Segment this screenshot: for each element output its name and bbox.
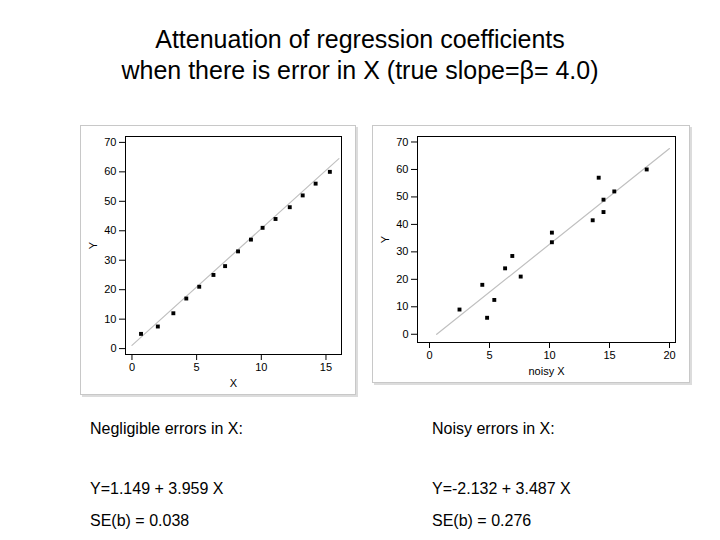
svg-text:70: 70 [104, 136, 116, 148]
svg-text:10: 10 [104, 313, 116, 325]
svg-text:40: 40 [104, 224, 116, 236]
svg-text:15: 15 [603, 349, 615, 361]
svg-text:0: 0 [402, 328, 408, 340]
svg-text:50: 50 [396, 190, 408, 202]
html-text:SE(b) = 0.276: SE(b) = 0.276 [432, 512, 532, 529]
svg-text:30: 30 [396, 245, 408, 257]
html-text:SE(b) = 0.038: SE(b) = 0.038 [90, 512, 190, 529]
svg-text:10: 10 [255, 361, 267, 373]
svg-text:40: 40 [396, 218, 408, 230]
svg-text:10: 10 [543, 349, 555, 361]
svg-text:60: 60 [396, 163, 408, 175]
svg-text:noisy X: noisy X [528, 365, 565, 377]
svg-text:70: 70 [396, 136, 408, 148]
svg-text:15: 15 [320, 361, 332, 373]
svg-text:50: 50 [104, 195, 116, 207]
svg-text:10: 10 [396, 300, 408, 312]
svg-text:X: X [230, 377, 238, 389]
svg-text:20: 20 [396, 273, 408, 285]
svg-text:30: 30 [104, 254, 116, 266]
svg-text:0: 0 [426, 349, 432, 361]
svg-text:60: 60 [104, 165, 116, 177]
svg-text:0: 0 [110, 342, 116, 354]
svg-text:20: 20 [104, 283, 116, 295]
svg-text:Y: Y [379, 235, 391, 243]
html-text:Y=-2.132 + 3.487 X: Y=-2.132 + 3.487 X [432, 480, 571, 497]
svg-text:5: 5 [194, 361, 200, 373]
svg-text:0: 0 [129, 361, 135, 373]
html-text:Negligible errors in X:: Negligible errors in X: [90, 420, 243, 437]
html-text:Attenuation of regression coef: Attenuation of regression coefficients [155, 25, 565, 53]
html-text:when there is error in X (true: when there is error in X (true slope=β= … [121, 56, 599, 84]
svg-text:20: 20 [663, 349, 675, 361]
html-text:Noisy errors in X:: Noisy errors in X: [432, 420, 555, 437]
svg-text:5: 5 [486, 349, 492, 361]
html-text:Y=1.149 + 3.959 X: Y=1.149 + 3.959 X [90, 480, 224, 497]
svg-text:Y: Y [87, 241, 99, 249]
